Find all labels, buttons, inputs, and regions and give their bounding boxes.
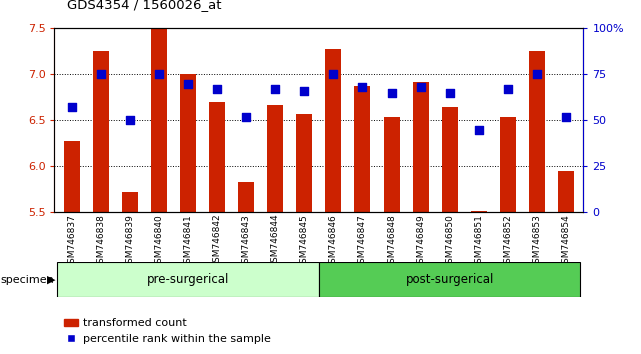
Bar [326,48,342,212]
Point [183,81,194,86]
Text: post-surgerical: post-surgerical [406,273,494,286]
Point [444,90,454,96]
Bar [442,107,458,212]
Point [415,84,426,90]
Bar [238,182,254,212]
Bar [319,262,580,297]
Point [357,84,367,90]
Point [96,72,106,77]
Text: specimen: specimen [1,275,54,285]
Point [212,86,222,92]
Bar [413,82,429,212]
Bar [93,51,109,212]
Point [154,72,164,77]
Bar [354,86,370,212]
Point [531,72,542,77]
Bar [267,105,283,212]
Bar [383,117,399,212]
Bar [58,262,319,297]
Text: ▶: ▶ [47,275,55,285]
Text: GDS4354 / 1560026_at: GDS4354 / 1560026_at [67,0,222,11]
Bar [180,74,196,212]
Point [387,90,397,96]
Bar [500,117,516,212]
Point [561,114,571,120]
Bar [470,211,487,212]
Legend: transformed count, percentile rank within the sample: transformed count, percentile rank withi… [60,314,276,348]
Point [474,127,484,132]
Point [299,88,310,94]
Point [271,86,281,92]
Bar [64,141,80,212]
Text: pre-surgerical: pre-surgerical [147,273,229,286]
Bar [529,51,545,212]
Bar [558,171,574,212]
Bar [296,114,312,212]
Point [67,105,77,110]
Point [328,72,338,77]
Bar [151,28,167,212]
Point [125,118,135,123]
Bar [209,102,225,212]
Point [503,86,513,92]
Point [241,114,251,120]
Bar [122,192,138,212]
